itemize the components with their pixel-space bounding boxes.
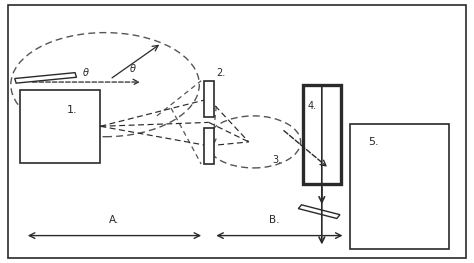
Text: 4.: 4. [308, 102, 317, 112]
Text: 2.: 2. [216, 68, 225, 78]
Text: A.: A. [109, 215, 119, 225]
Bar [20, 90, 100, 163]
Bar [15, 73, 76, 83]
Bar [298, 205, 340, 219]
Bar [303, 85, 341, 184]
Bar [203, 81, 214, 117]
Bar [350, 124, 449, 249]
Text: 3.: 3. [273, 155, 282, 165]
Text: B.: B. [269, 215, 280, 225]
Text: $\theta$: $\theta$ [129, 62, 137, 74]
Bar [203, 128, 214, 164]
Text: 1.: 1. [67, 105, 78, 115]
Text: 5.: 5. [368, 138, 379, 148]
Text: $\theta$: $\theta$ [82, 66, 90, 78]
